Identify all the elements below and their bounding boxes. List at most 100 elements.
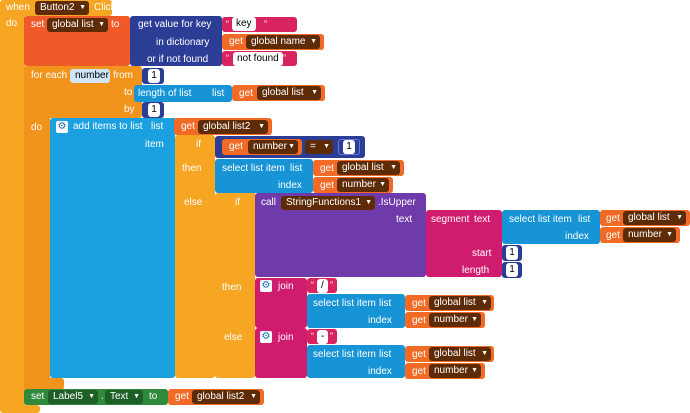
from-label: from	[113, 70, 133, 81]
dash-string-value[interactable]: -	[317, 330, 329, 344]
index-label: index	[278, 180, 302, 191]
quote-close: ”	[330, 331, 333, 341]
number-dropdown[interactable]: number ▼	[429, 313, 481, 327]
select-list-item-label: select list item	[222, 163, 285, 174]
text-label: text	[396, 214, 413, 225]
get-label: get	[412, 298, 426, 309]
component-name: StringFunctions1	[286, 197, 362, 208]
global-list-dropdown[interactable]: global list ▼	[623, 211, 686, 225]
get-value-label: get value for key	[138, 19, 212, 30]
global-list-dropdown[interactable]: global list ▼	[429, 296, 491, 310]
select-list-item-block[interactable]	[307, 345, 405, 378]
by-label: by	[124, 104, 135, 115]
quote-close: ”	[283, 53, 286, 63]
component-dropdown[interactable]: Button2 ▼	[35, 1, 89, 15]
chevron-down-icon: ▼	[133, 393, 140, 400]
select-list-item-block[interactable]	[307, 294, 405, 328]
variable-name: global list	[262, 87, 304, 98]
chevron-down-icon: ▼	[258, 123, 265, 130]
property-name: Text	[110, 391, 129, 402]
set-label: set	[31, 19, 45, 30]
get-label: get	[606, 213, 620, 224]
select-list-item-block[interactable]	[502, 210, 600, 244]
variable-name: number	[434, 365, 468, 376]
start-number-value[interactable]: 1	[506, 246, 518, 260]
inner-then-label: then	[222, 282, 242, 293]
inner-if-then-else-block[interactable]	[215, 193, 255, 378]
else-label: else	[184, 197, 203, 208]
list-label: list	[290, 163, 303, 174]
global-name-dropdown[interactable]: global name ▼	[246, 35, 320, 49]
quote-open: “	[311, 331, 314, 341]
list-label: list	[578, 214, 591, 225]
global-list2-dropdown[interactable]: global list2 ▼	[198, 120, 268, 134]
item-label: item	[145, 139, 164, 150]
to-label: to	[111, 19, 120, 30]
component-dropdown[interactable]: Label5 ▼	[48, 390, 98, 404]
get-label: get	[239, 88, 253, 99]
slash-string-value[interactable]: /	[317, 279, 328, 293]
event-name: Click	[94, 2, 116, 13]
select-list-item-label: select list item	[313, 349, 376, 360]
key-string-value[interactable]: key	[232, 17, 256, 31]
string-functions-dropdown[interactable]: StringFunctions1 ▼	[281, 196, 375, 210]
global-list-dropdown[interactable]: global list ▼	[429, 347, 491, 361]
variable-name: global name	[251, 36, 306, 47]
number-dropdown[interactable]: number ▼	[429, 364, 481, 378]
or-if-not-found-label: or if not found	[147, 54, 209, 65]
from-number-value[interactable]: 1	[148, 69, 160, 83]
if-then-else-block[interactable]	[175, 135, 215, 378]
global-list2-dropdown[interactable]: global list2 ▼	[192, 390, 260, 404]
variable-name: global list	[628, 212, 670, 223]
length-number-value[interactable]: 1	[506, 263, 518, 277]
dot-separator: .	[101, 391, 104, 402]
for-each-label: for each	[31, 70, 68, 81]
number-dropdown[interactable]: number ▼	[623, 228, 676, 242]
select-list-item-block[interactable]	[215, 159, 313, 193]
when-click-event-block[interactable]	[0, 0, 25, 413]
gear-icon[interactable]: ⚙	[260, 280, 272, 292]
call-label: call	[261, 197, 277, 208]
loop-do-label: do	[31, 122, 43, 133]
variable-dropdown[interactable]: global list ▼	[47, 18, 108, 32]
get-label: get	[229, 141, 243, 152]
gear-icon[interactable]: ⚙	[260, 331, 272, 343]
variable-name: global list	[434, 297, 476, 308]
operator-dropdown[interactable]: = ▼	[305, 140, 333, 154]
chevron-down-icon: ▼	[310, 38, 317, 45]
gear-icon[interactable]: ⚙	[56, 121, 68, 133]
compare-number-value[interactable]: 1	[343, 140, 355, 154]
by-number-value[interactable]: 1	[148, 103, 160, 117]
select-list-item-label: select list item	[509, 214, 572, 225]
inner-else-label: else	[224, 332, 243, 343]
quote-open: “	[311, 280, 314, 290]
length-of-list-block[interactable]	[134, 85, 232, 102]
number-dropdown[interactable]: number ▼	[337, 178, 389, 192]
get-label: get	[606, 230, 620, 241]
chevron-down-icon: ▼	[323, 143, 330, 150]
get-label: get	[412, 315, 426, 326]
get-label: get	[412, 366, 426, 377]
not-found-string-value[interactable]: not found	[233, 52, 283, 66]
variable-name: global list2	[197, 391, 245, 402]
variable-name: number	[434, 314, 468, 325]
global-list-dropdown[interactable]: global list ▼	[257, 86, 321, 100]
add-items-to-list-block[interactable]	[50, 118, 175, 378]
dictionary-lookup-block[interactable]	[130, 16, 222, 66]
list-label: list	[151, 121, 164, 132]
segment-block[interactable]	[426, 210, 502, 277]
loop-variable[interactable]: number	[70, 69, 110, 83]
inner-if-label: if	[235, 197, 240, 208]
set-label: set	[31, 391, 45, 402]
chevron-down-icon: ▼	[481, 350, 488, 357]
global-list-dropdown[interactable]: global list ▼	[337, 161, 400, 175]
property-dropdown[interactable]: Text ▼	[105, 390, 143, 404]
variable-name: number	[342, 179, 376, 190]
variable-name: number	[75, 70, 109, 81]
for-each-block[interactable]	[24, 66, 50, 390]
variable-name: number	[628, 229, 662, 240]
number-dropdown[interactable]: number ▼	[248, 140, 298, 154]
variable-name: number	[253, 141, 287, 152]
text-label: text	[474, 214, 491, 225]
chevron-down-icon: ▼	[676, 214, 683, 221]
